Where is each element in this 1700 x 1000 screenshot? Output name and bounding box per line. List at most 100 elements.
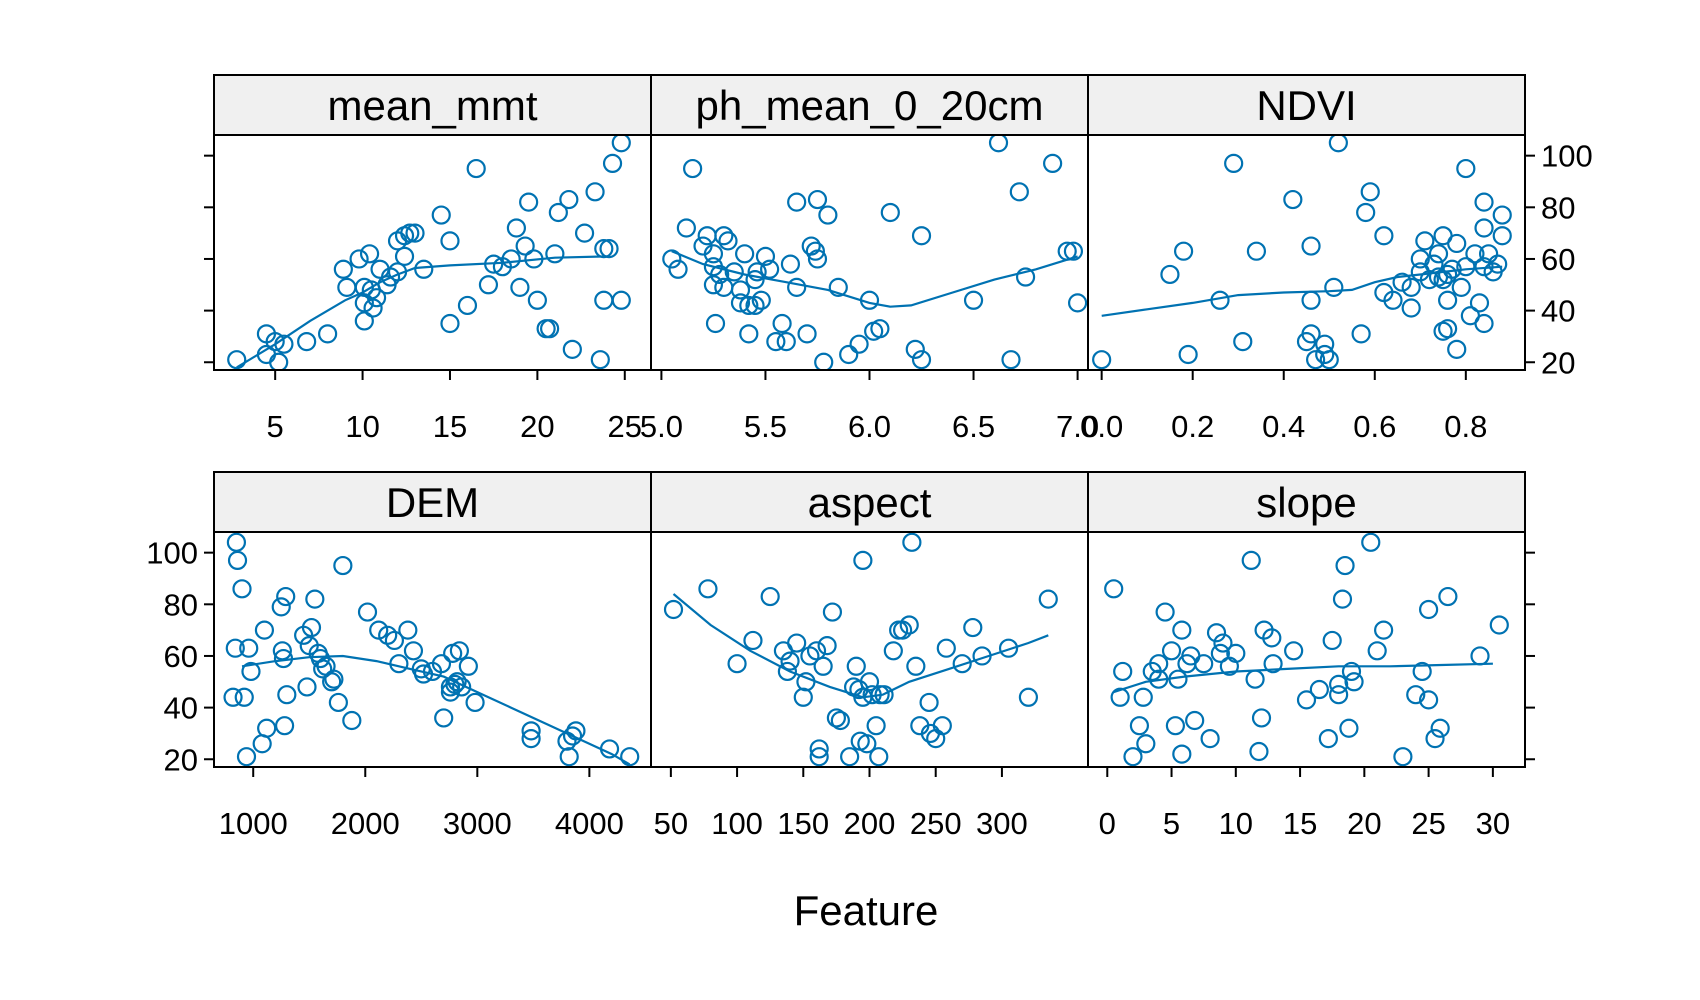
x-tick-label: 150 [777,806,829,841]
data-point [857,734,877,754]
panel-strip-label: ph_mean_0_20cm [696,82,1044,129]
data-point [727,654,747,674]
data-point [870,319,890,339]
data-point [1160,264,1180,285]
data-point [414,259,434,279]
data-point [777,661,797,682]
x-tick-label: 300 [976,806,1028,841]
x-tick-label: 100 [711,806,763,841]
data-point [793,687,813,707]
data-point [394,246,415,266]
data-point [510,277,530,297]
data-point [1318,728,1338,749]
x-tick-label: 7.0 [1056,409,1099,444]
panel-strip-label: DEM [386,479,479,526]
data-point [354,311,374,331]
data-point [1447,339,1467,359]
data-point [540,319,560,339]
data-point [745,270,765,290]
data-point [431,654,452,674]
data-point [745,295,765,316]
x-tick-label: 25 [608,409,642,444]
data-point [297,677,317,697]
data-point [902,533,922,552]
data-point [1155,602,1175,622]
data-point [911,226,932,246]
panel-strip-label: aspect [808,479,932,526]
panel-ph_mean_0_20cm: ph_mean_0_20cm 5.0 5.5 6.0 6.5 7.0 [640,74,1099,444]
data-point [1301,236,1321,256]
data-point [840,747,860,766]
data-point [521,721,541,741]
data-point [1406,685,1426,705]
data-point [1133,687,1153,707]
data-point [1306,350,1326,369]
data-point [449,641,469,661]
data-point [234,687,254,707]
data-point [1319,350,1339,369]
data-point [506,218,527,238]
data-point [501,249,521,269]
data-point [1469,293,1490,313]
data-point [1173,241,1194,261]
data-point [1015,267,1036,287]
data-point [911,350,932,369]
data-point [952,654,972,674]
data-point [1456,158,1476,179]
smooth-line [1101,265,1503,317]
data-point [223,687,243,707]
data-point [906,656,926,676]
data-point [1038,589,1058,609]
panel-aspect: aspect 50 100 150 200 250 300 [650,471,1089,841]
data-point [521,728,541,749]
data-point [548,202,568,223]
data-point [1374,620,1394,640]
data-point [859,672,880,692]
data-point [936,638,956,658]
data-point [1245,669,1265,689]
data-point [1315,344,1335,365]
data-point [305,589,325,609]
data-point [1165,716,1186,736]
x-tick-label: 200 [844,806,896,841]
data-point [519,192,539,212]
data-point [818,205,838,225]
panel-strip-label: slope [1256,479,1356,526]
data-point [787,277,807,297]
data-point [1123,747,1143,766]
data-point [1428,244,1449,264]
data-point [590,350,610,369]
data-point [883,641,903,661]
data-point [893,620,913,640]
data-point [787,192,807,212]
smooth-line [236,255,608,369]
data-point [760,259,780,279]
data-point [1249,741,1269,762]
data-point [839,344,859,365]
data-point [780,651,800,671]
panel-strip [650,74,1089,136]
data-point [599,739,620,759]
x-tick-label: 20 [1347,806,1381,841]
data-point [1283,189,1303,210]
data-point [226,533,247,552]
data-point [755,246,776,266]
data-point [318,324,338,344]
data-point [880,202,900,223]
data-point [1367,641,1387,661]
panel-data [663,533,1058,766]
data-point [1474,313,1494,334]
data-point [718,231,738,251]
data-point [747,262,767,282]
data-point [297,331,317,352]
data-point [1067,293,1087,313]
data-point [1447,233,1467,254]
data-point [1488,254,1508,274]
data-point [1172,620,1192,640]
data-point [236,747,257,766]
data-point [227,350,247,369]
data-point [1178,344,1198,365]
data-point [849,334,869,354]
data-point [254,620,275,640]
